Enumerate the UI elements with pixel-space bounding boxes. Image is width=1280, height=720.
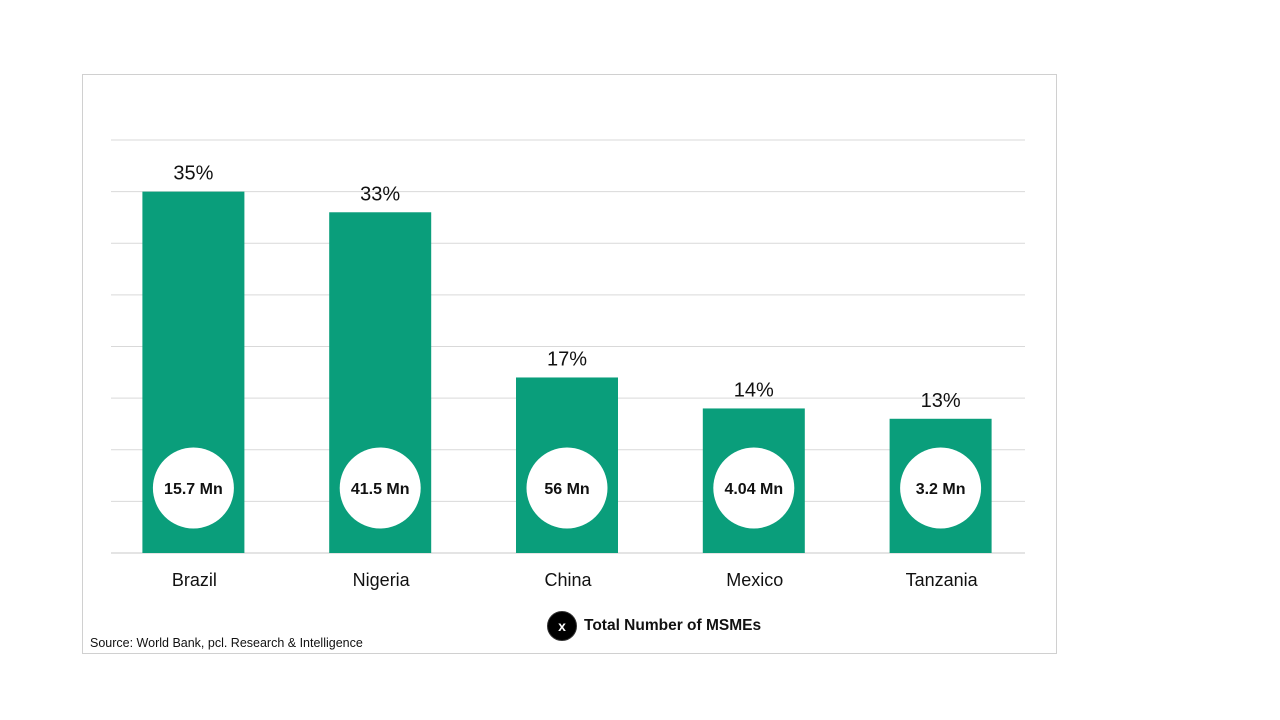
category-label: China — [544, 570, 592, 590]
category-label: Brazil — [172, 570, 217, 590]
data-label: 17% — [547, 348, 587, 370]
msme-label: 15.7 Mn — [164, 481, 223, 498]
legend: x Total Number of MSMEs — [547, 611, 761, 641]
msme-circle — [713, 447, 795, 529]
msme-circle — [339, 447, 421, 529]
msme-label: 56 Mn — [544, 481, 589, 498]
data-label: 13% — [921, 390, 961, 412]
data-label: 14% — [734, 379, 774, 401]
legend-label: Total Number of MSMEs — [584, 617, 762, 634]
msme-label: 4.04 Mn — [724, 481, 783, 498]
legend-marker: x — [547, 611, 577, 641]
msme-label: 3.2 Mn — [916, 481, 966, 498]
category-label: Nigeria — [353, 570, 411, 590]
data-label: 35% — [173, 163, 213, 185]
msme-circle — [526, 447, 608, 529]
category-label: Mexico — [726, 570, 783, 590]
msme-label: 41.5 Mn — [351, 481, 410, 498]
source-note: Source: World Bank, pcl. Research & Inte… — [90, 636, 363, 650]
chart-frame — [82, 74, 1057, 654]
msme-circle — [900, 447, 982, 529]
data-label: 33% — [360, 183, 400, 205]
category-label: Tanzania — [906, 570, 979, 590]
msme-circle — [152, 447, 234, 529]
